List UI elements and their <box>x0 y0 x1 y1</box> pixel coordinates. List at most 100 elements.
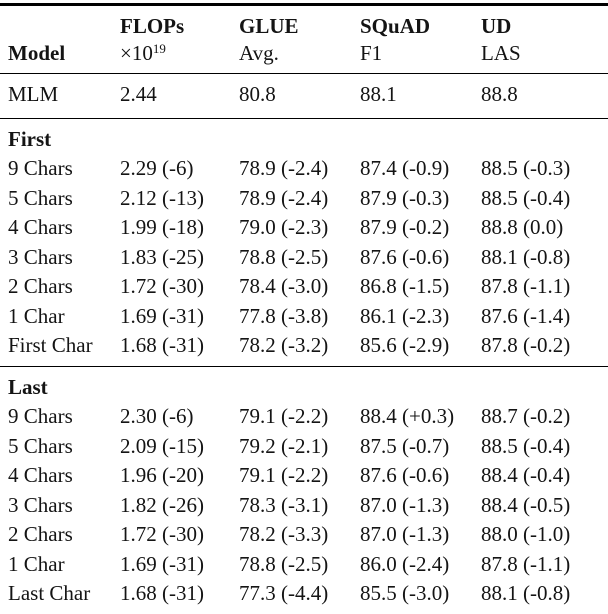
cell-squad: 85.5 (-3.0) <box>360 581 450 605</box>
section-first: First 9 Chars 2.29 (-6) 78.9 (-2.4) 87.4 (-0… <box>0 118 608 367</box>
cell-ud: 88.4 (-0.5) <box>481 492 571 517</box>
table-row: 1 Char 1.69 (-31) 78.8 (-2.5) 86.0 (-2.4) 87… <box>0 550 608 580</box>
cell-squad: 85.6 (-2.9) <box>360 331 481 367</box>
table-header: Model FLOPs ×1019 GLUE Avg. SQuAD F1 UD … <box>0 4 608 74</box>
cell-model: 9 Chars <box>8 156 73 180</box>
cell-glue: 78.4 (-3.0) <box>239 274 329 298</box>
cell-model: 1 Char <box>8 551 65 576</box>
cell-glue: 78.3 (-3.1) <box>239 492 329 517</box>
cell-ud: 88.0 (-1.0) <box>481 522 571 546</box>
cell-flops: 1.82 (-26) <box>120 492 204 517</box>
cell-glue: 78.2 (-3.2) <box>239 331 360 367</box>
cell-ud: 88.5 (-0.3) <box>481 156 571 180</box>
header-glue-sub: Avg. <box>239 41 279 65</box>
cell-glue: 78.9 (-2.4) <box>239 185 329 210</box>
flops-unit-base: ×10 <box>120 41 153 65</box>
cell-glue: 77.3 (-4.4) <box>239 581 329 605</box>
flops-unit-exponent: 19 <box>152 41 166 56</box>
cell-glue: 79.1 (-2.2) <box>239 404 329 428</box>
cell-glue: 78.8 (-2.5) <box>239 551 329 576</box>
baseline-section: MLM 2.44 80.8 88.1 88.8 <box>0 73 608 119</box>
cell-flops: 1.96 (-20) <box>120 463 204 487</box>
section-last: Last 9 Chars 2.30 (-6) 79.1 (-2.2) 88.4 (+0.… <box>0 366 608 614</box>
header-glue: GLUE Avg. <box>239 4 360 74</box>
cell-flops: 1.69 (-31) <box>120 303 204 328</box>
cell-model: 5 Chars <box>8 185 73 210</box>
cell-ud: 88.5 (-0.4) <box>481 185 571 210</box>
cell-model: 2 Chars <box>8 274 73 298</box>
header-squad: SQuAD F1 <box>360 4 481 74</box>
cell-flops: 1.83 (-25) <box>120 244 204 269</box>
cell-model: 2 Chars <box>8 522 73 546</box>
cell-glue: 78.8 (-2.5) <box>239 244 329 269</box>
cell-flops: 2.29 (-6) <box>120 156 194 180</box>
table-row: 3 Chars 1.82 (-26) 78.3 (-3.1) 87.0 (-1.3) 8… <box>0 491 608 521</box>
cell-squad: 86.0 (-2.4) <box>360 551 450 576</box>
cell-ud: 88.8 (0.0) <box>481 215 564 239</box>
cell-model: 1 Char <box>8 303 65 328</box>
cell-flops: 1.68 (-31) <box>120 581 204 605</box>
cell-model: First Char <box>0 331 120 367</box>
results-table: Model FLOPs ×1019 GLUE Avg. SQuAD F1 UD … <box>0 3 608 614</box>
cell-squad: 86.1 (-2.3) <box>360 303 450 328</box>
section-label-row: First <box>0 118 608 154</box>
header-flops-label: FLOPs <box>120 14 185 38</box>
cell-model: MLM <box>0 73 120 119</box>
cell-glue: 78.9 (-2.4) <box>239 156 329 180</box>
cell-squad: 86.8 (-1.5) <box>360 274 450 298</box>
header-row: Model FLOPs ×1019 GLUE Avg. SQuAD F1 UD … <box>0 4 608 74</box>
cell-glue: 80.8 <box>239 73 360 119</box>
cell-flops: 2.30 (-6) <box>120 404 194 428</box>
cell-ud: 87.6 (-1.4) <box>481 303 571 328</box>
cell-glue: 79.2 (-2.1) <box>239 433 329 458</box>
header-flops-unit: ×1019 <box>120 40 239 67</box>
cell-glue: 79.0 (-2.3) <box>239 215 329 239</box>
cell-squad: 88.1 <box>360 73 481 119</box>
header-model: Model <box>0 4 120 74</box>
table-row: 9 Chars 2.29 (-6) 78.9 (-2.4) 87.4 (-0.9) 88… <box>0 154 608 184</box>
table-row: Last Char 1.68 (-31) 77.3 (-4.4) 85.5 (-3.0… <box>0 579 608 614</box>
cell-squad: 87.9 (-0.3) <box>360 185 450 210</box>
cell-ud: 88.1 (-0.8) <box>481 244 571 269</box>
cell-squad: 87.9 (-0.2) <box>360 215 450 239</box>
table-row: 2 Chars 1.72 (-30) 78.2 (-3.3) 87.0 (-1.3) 8… <box>0 520 608 550</box>
cell-flops: 1.69 (-31) <box>120 551 204 576</box>
table-row: 3 Chars 1.83 (-25) 78.8 (-2.5) 87.6 (-0.6) 8… <box>0 243 608 273</box>
header-glue-label: GLUE <box>239 14 299 38</box>
cell-squad: 87.0 (-1.3) <box>360 492 450 517</box>
cell-flops: 1.68 (-31) <box>120 331 239 367</box>
cell-flops: 1.72 (-30) <box>120 522 204 546</box>
cell-flops: 2.44 <box>120 73 239 119</box>
table-row: 2 Chars 1.72 (-30) 78.4 (-3.0) 86.8 (-1.5) 8… <box>0 272 608 302</box>
cell-flops: 2.12 (-13) <box>120 185 204 210</box>
table-row: First Char 1.68 (-31) 78.2 (-3.2) 85.6 (-2.… <box>0 331 608 367</box>
cell-model: 9 Chars <box>8 404 73 428</box>
cell-squad: 87.4 (-0.9) <box>360 156 450 180</box>
table-row: 5 Chars 2.09 (-15) 79.2 (-2.1) 87.5 (-0.7) 8… <box>0 432 608 462</box>
cell-squad: 88.4 (+0.3) <box>360 404 455 428</box>
table-row-mlm: MLM 2.44 80.8 88.1 88.8 <box>0 73 608 119</box>
header-squad-sub: F1 <box>360 41 383 65</box>
cell-ud: 87.8 (-0.2) <box>481 331 608 367</box>
table-row: 4 Chars 1.99 (-18) 79.0 (-2.3) 87.9 (-0.2) 8… <box>0 213 608 243</box>
header-ud-sub: LAS <box>481 41 521 65</box>
section-label: Last <box>8 374 48 399</box>
header-flops: FLOPs ×1019 <box>120 4 239 74</box>
cell-model: 4 Chars <box>8 463 73 487</box>
cell-ud: 88.5 (-0.4) <box>481 433 571 458</box>
header-squad-label: SQuAD <box>360 14 431 38</box>
table-row: 1 Char 1.69 (-31) 77.8 (-3.8) 86.1 (-2.3) 87… <box>0 302 608 332</box>
cell-ud: 88.7 (-0.2) <box>481 404 571 428</box>
cell-squad: 87.5 (-0.7) <box>360 433 450 458</box>
cell-glue: 78.2 (-3.3) <box>239 522 329 546</box>
section-label: First <box>8 126 52 151</box>
cell-squad: 87.6 (-0.6) <box>360 244 450 269</box>
header-model-label: Model <box>8 41 66 65</box>
table-row: 9 Chars 2.30 (-6) 79.1 (-2.2) 88.4 (+0.3) 88… <box>0 402 608 432</box>
cell-model: 5 Chars <box>8 433 73 458</box>
cell-model: 4 Chars <box>8 215 73 239</box>
cell-ud: 87.8 (-1.1) <box>481 274 571 298</box>
cell-flops: 1.99 (-18) <box>120 215 204 239</box>
cell-squad: 87.0 (-1.3) <box>360 522 450 546</box>
